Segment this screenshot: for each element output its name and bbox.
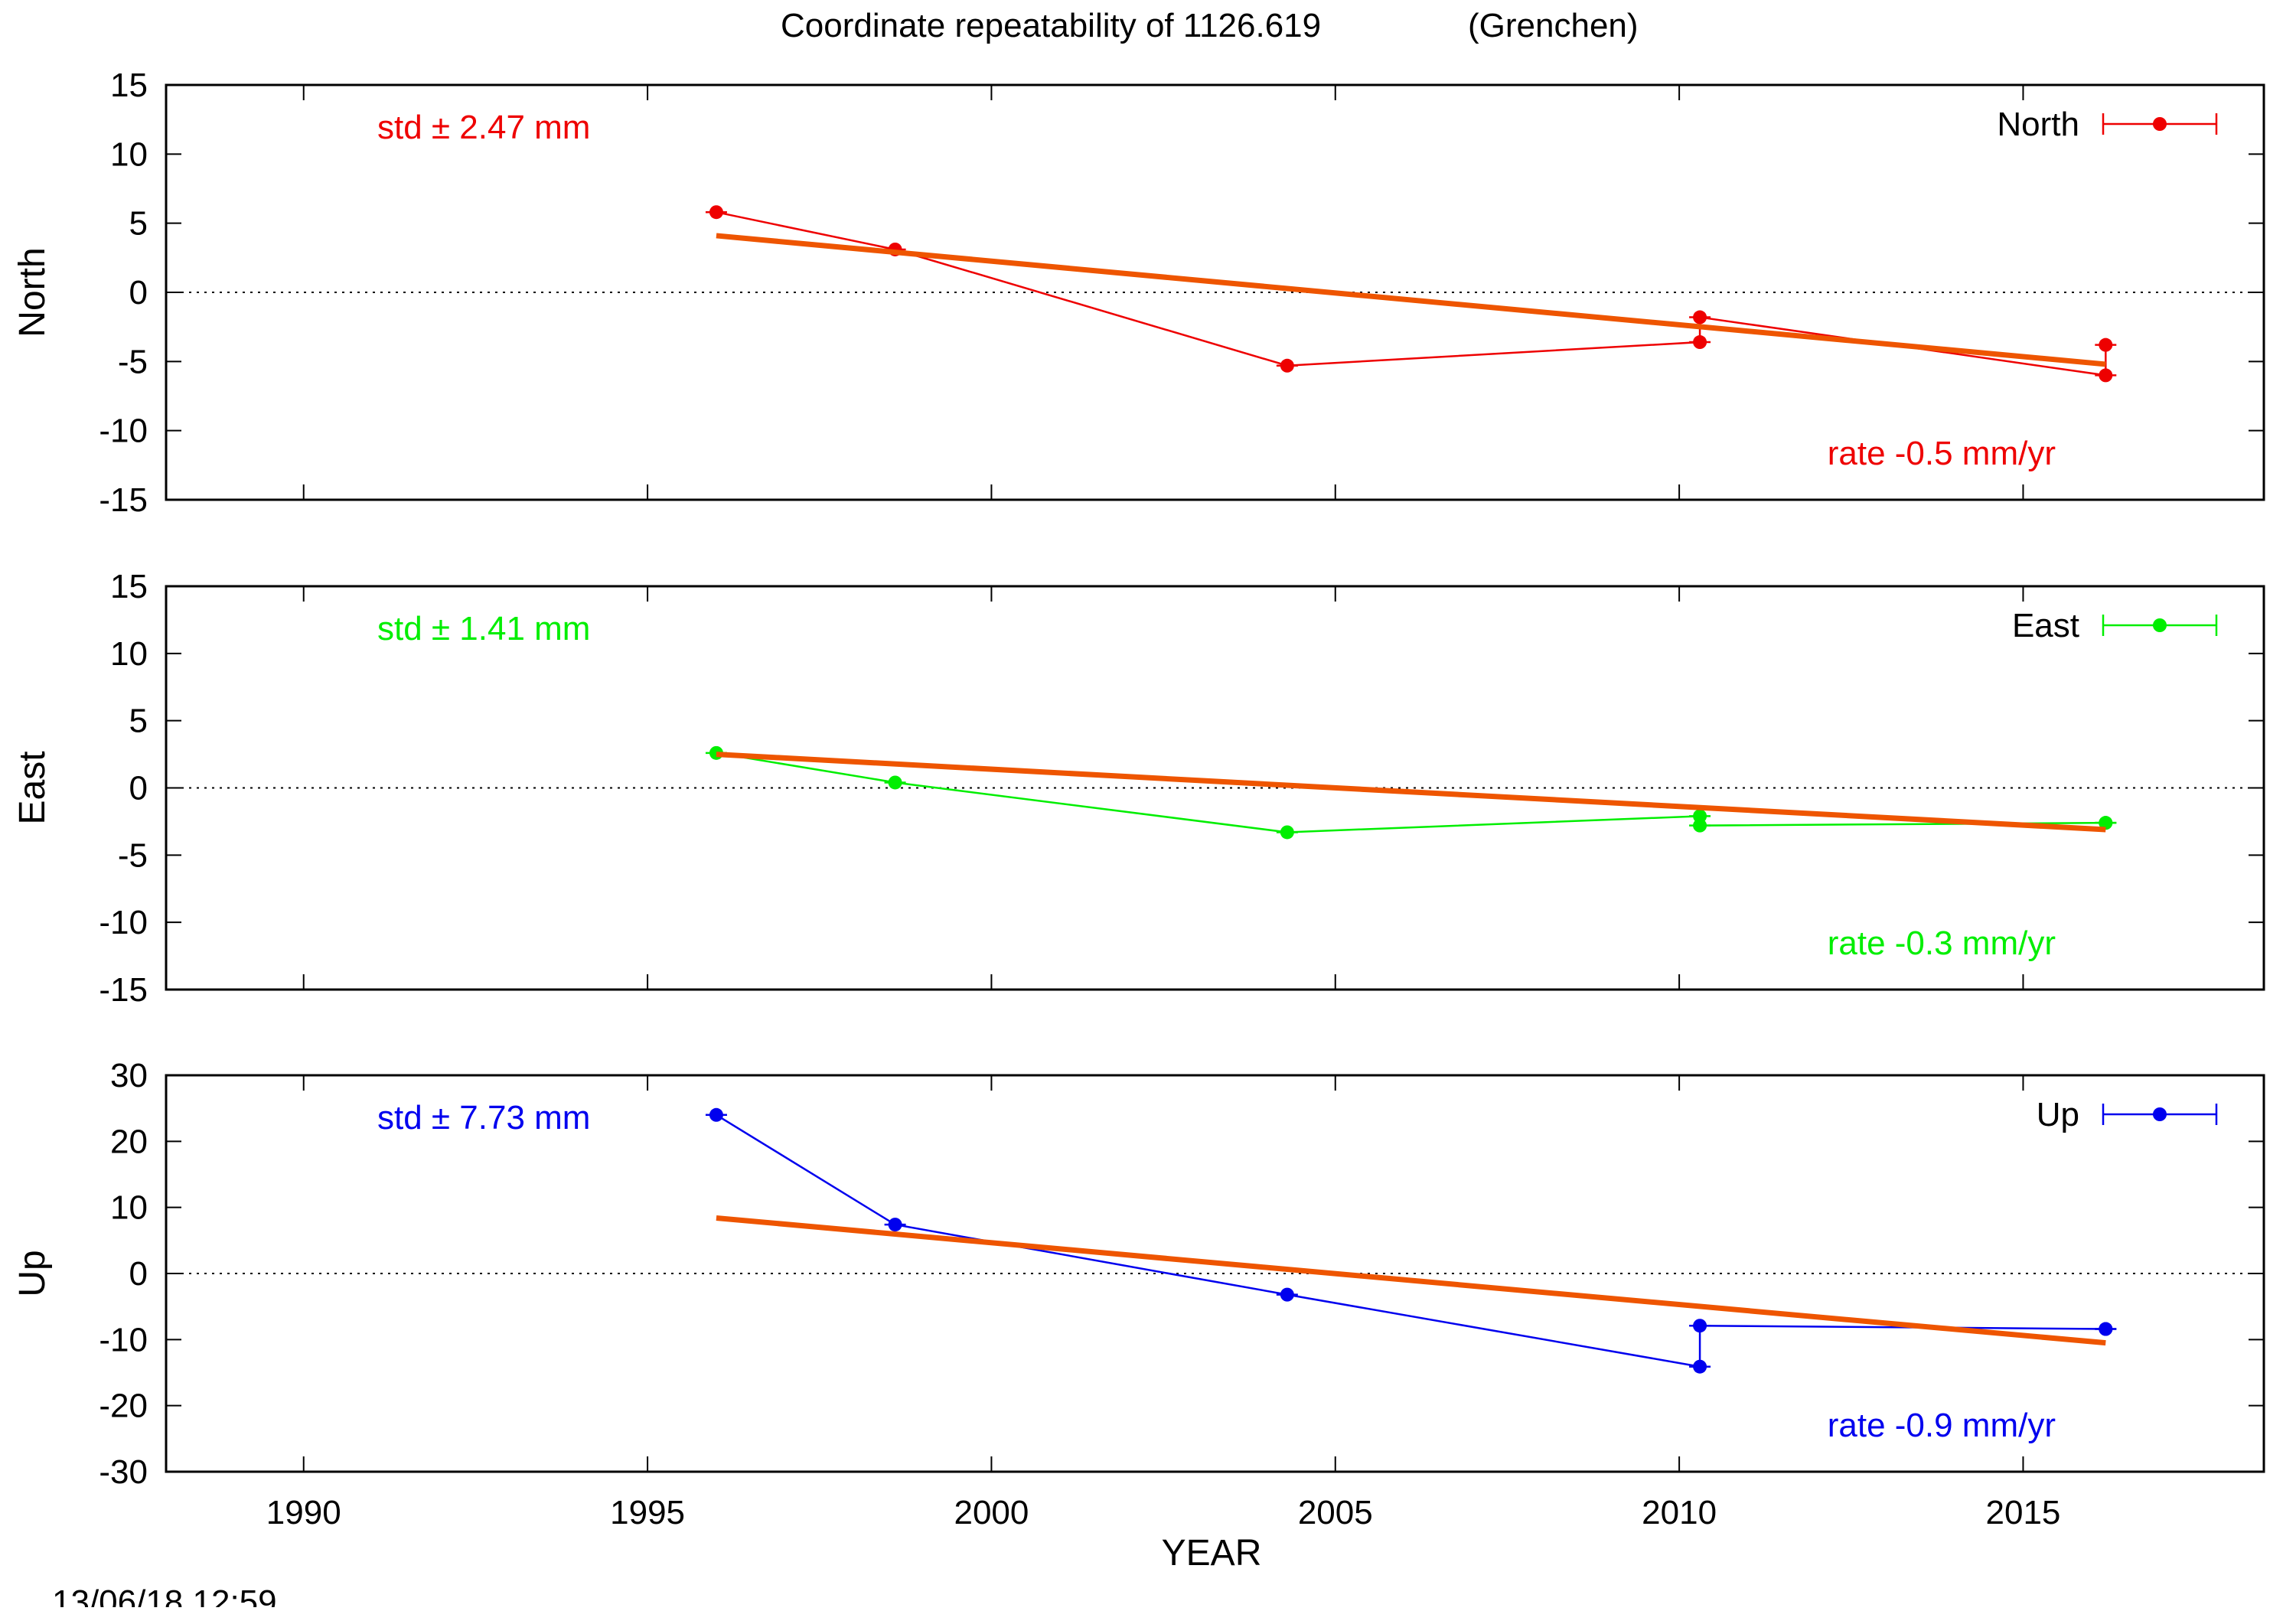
y-tick-label: 15 bbox=[110, 568, 148, 605]
y-tick-label: 10 bbox=[110, 635, 148, 673]
trend-line bbox=[716, 233, 2106, 367]
data-point bbox=[888, 1218, 902, 1232]
data-point bbox=[888, 775, 902, 790]
trend-line bbox=[716, 752, 2106, 833]
y-axis-label: North bbox=[12, 247, 53, 337]
series-line bbox=[716, 210, 2107, 377]
data-point bbox=[2099, 368, 2113, 383]
data-point bbox=[1280, 358, 1294, 373]
legend-label: North bbox=[1997, 106, 2079, 143]
x-tick-label: 2010 bbox=[1642, 1494, 1717, 1531]
chart-title: Coordinate repeatability of 1126.619 bbox=[781, 7, 1321, 44]
y-tick-label: -15 bbox=[99, 971, 148, 1009]
data-point bbox=[709, 1107, 723, 1122]
y-tick-label: 10 bbox=[110, 135, 148, 173]
y-tick-label: 0 bbox=[129, 1255, 148, 1293]
rate-annotation: rate -0.9 mm/yr bbox=[1828, 1407, 2056, 1444]
y-tick-label: 20 bbox=[110, 1123, 148, 1160]
legend-marker bbox=[2153, 117, 2167, 131]
data-point bbox=[1693, 310, 1707, 324]
y-tick-label: 10 bbox=[110, 1189, 148, 1227]
y-tick-label: 5 bbox=[129, 205, 148, 243]
y-tick-label: -15 bbox=[99, 481, 148, 519]
chart-subtitle: (Grenchen) bbox=[1468, 7, 1639, 44]
trend-line bbox=[716, 1215, 2106, 1346]
x-tick-label: 2015 bbox=[1986, 1494, 2061, 1531]
data-point bbox=[1693, 809, 1707, 823]
y-axis-label: East bbox=[12, 751, 53, 824]
legend-marker bbox=[2153, 618, 2167, 632]
data-point bbox=[2099, 816, 2113, 830]
std-annotation: std ± 7.73 mm bbox=[377, 1099, 590, 1137]
x-axis-label: YEAR bbox=[1162, 1533, 1262, 1573]
y-tick-label: 30 bbox=[110, 1057, 148, 1094]
panel-north: 15 10 5 0 -5 -10 -15 North std ± 2.47 mm rate -0.… bbox=[12, 67, 2265, 519]
y-tick-label: 0 bbox=[129, 274, 148, 311]
x-tick-label: 2000 bbox=[954, 1494, 1029, 1531]
data-point bbox=[2099, 338, 2113, 352]
y-tick-label: -30 bbox=[99, 1453, 148, 1491]
legend-marker bbox=[2153, 1107, 2167, 1121]
y-axis-label: Up bbox=[12, 1250, 53, 1296]
data-point bbox=[709, 205, 723, 220]
x-tick-label: 1995 bbox=[610, 1494, 685, 1531]
y-tick-label: -5 bbox=[118, 836, 148, 874]
timestamp: 13/06/18 12:59 bbox=[52, 1583, 277, 1607]
y-tick-label: -5 bbox=[118, 343, 148, 380]
data-point bbox=[1693, 335, 1707, 350]
y-tick-label: -10 bbox=[99, 413, 148, 450]
rate-annotation: rate -0.5 mm/yr bbox=[1828, 435, 2056, 472]
series-line bbox=[716, 752, 2106, 833]
std-annotation: std ± 2.47 mm bbox=[377, 109, 590, 146]
y-tick-label: 5 bbox=[129, 703, 148, 740]
y-tick-label: 0 bbox=[129, 770, 148, 807]
series-line bbox=[716, 1114, 2106, 1368]
std-annotation: std ± 1.41 mm bbox=[377, 610, 590, 647]
legend-label: Up bbox=[2037, 1096, 2079, 1133]
data-point bbox=[1280, 825, 1294, 840]
data-point bbox=[1280, 1287, 1294, 1302]
y-tick-label: 15 bbox=[110, 67, 148, 104]
plot-frame bbox=[165, 585, 2265, 991]
data-point bbox=[1693, 818, 1707, 833]
plot-frame bbox=[165, 1074, 2265, 1473]
y-tick-label: -10 bbox=[99, 904, 148, 941]
plot-frame bbox=[165, 83, 2265, 501]
x-tick-label: 1990 bbox=[266, 1494, 341, 1531]
panel-east: 15 10 5 0 -5 -10 -15 East std ± 1.41 mm rate -0.3… bbox=[12, 568, 2265, 1009]
legend-label: East bbox=[2012, 607, 2079, 644]
data-point bbox=[2099, 1322, 2113, 1336]
rate-annotation: rate -0.3 mm/yr bbox=[1828, 925, 2056, 962]
y-tick-label: -10 bbox=[99, 1321, 148, 1358]
data-point bbox=[1693, 1319, 1707, 1333]
x-tick-label: 2005 bbox=[1298, 1494, 1373, 1531]
y-tick-label: -20 bbox=[99, 1388, 148, 1425]
data-point bbox=[1693, 1359, 1707, 1374]
